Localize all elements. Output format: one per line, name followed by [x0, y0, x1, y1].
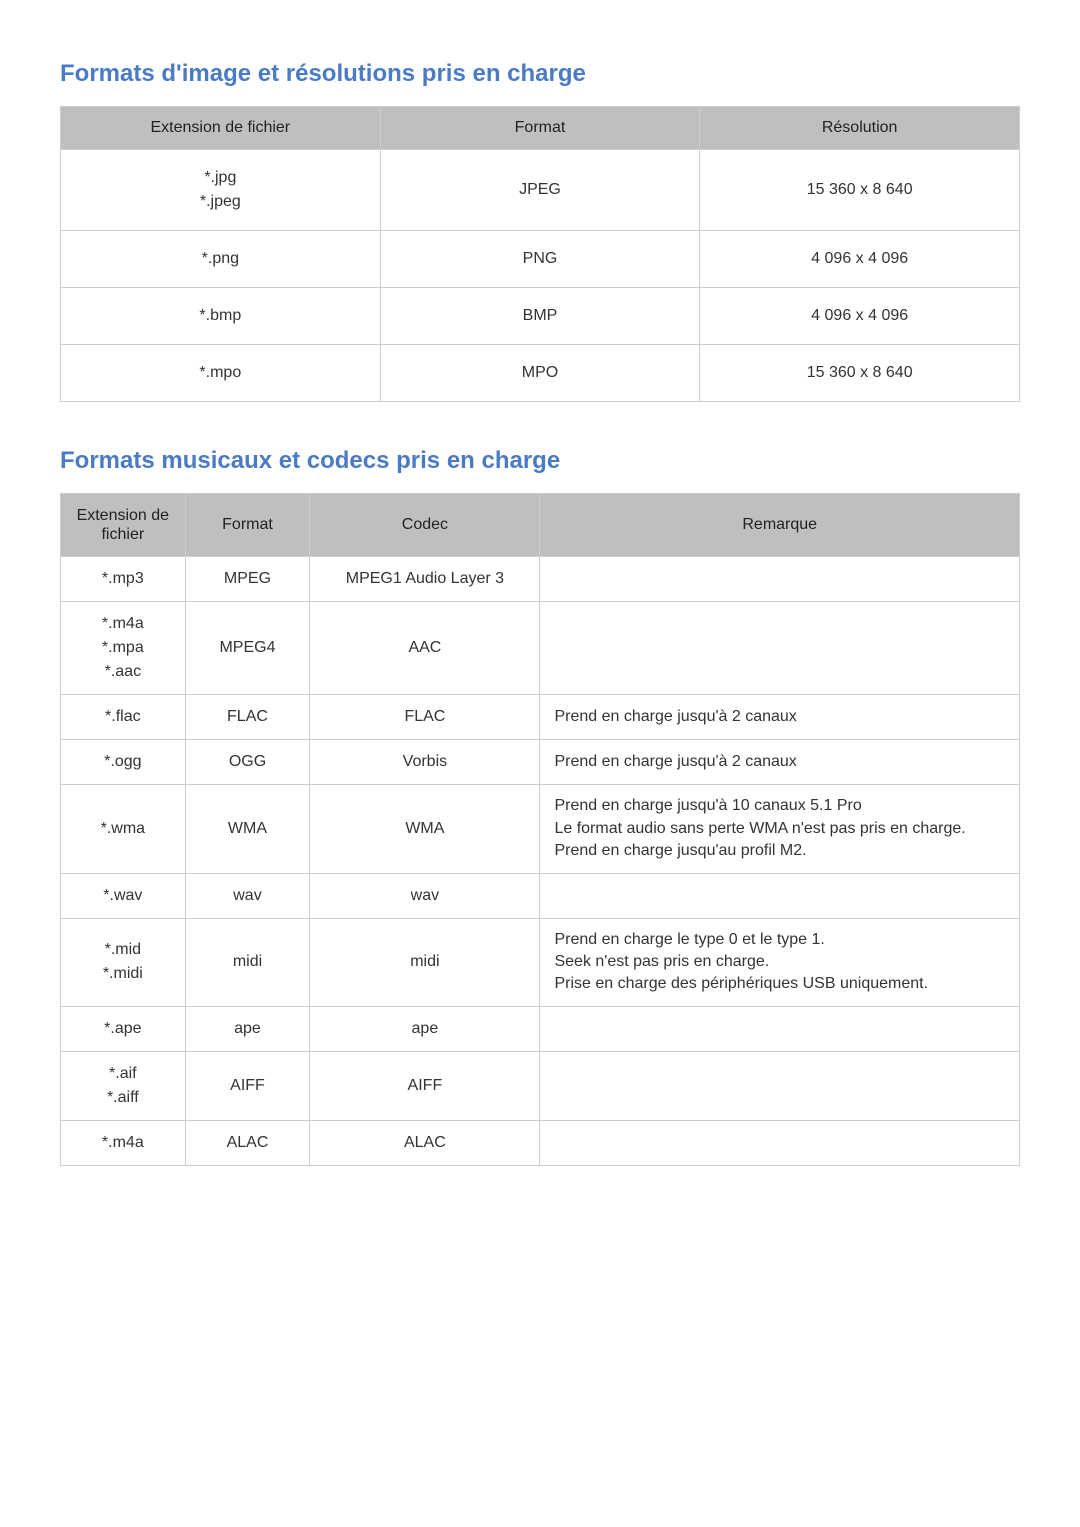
cell-codec: Vorbis: [310, 740, 540, 785]
cell-resolution: 15 360 x 8 640: [700, 150, 1020, 231]
cell-resolution: 15 360 x 8 640: [700, 345, 1020, 402]
cell-codec: AIFF: [310, 1051, 540, 1120]
cell-extension: *.wma: [61, 785, 186, 873]
cell-extension: *.flac: [61, 695, 186, 740]
cell-extension: *.wav: [61, 873, 186, 918]
cell-codec: wav: [310, 873, 540, 918]
image-table-body: *.jpg*.jpegJPEG15 360 x 8 640*.pngPNG4 0…: [61, 150, 1020, 402]
cell-remark: [540, 602, 1020, 695]
table-row: *.flacFLACFLACPrend en charge jusqu'à 2 …: [61, 695, 1020, 740]
table-header-row: Extension de fichier Format Résolution: [61, 107, 1020, 150]
cell-format: MPO: [380, 345, 700, 402]
col-header-codec: Codec: [310, 494, 540, 557]
col-header-resolution: Résolution: [700, 107, 1020, 150]
music-table-body: *.mp3MPEGMPEG1 Audio Layer 3*.m4a*.mpa*.…: [61, 557, 1020, 1165]
cell-format: AIFF: [185, 1051, 310, 1120]
cell-resolution: 4 096 x 4 096: [700, 288, 1020, 345]
music-formats-heading: Formats musicaux et codecs pris en charg…: [60, 447, 1020, 475]
table-row: *.apeapeape: [61, 1006, 1020, 1051]
cell-remark: [540, 1051, 1020, 1120]
cell-format: WMA: [185, 785, 310, 873]
image-formats-table: Extension de fichier Format Résolution *…: [60, 106, 1020, 402]
cell-extension: *.m4a*.mpa*.aac: [61, 602, 186, 695]
cell-codec: ALAC: [310, 1120, 540, 1165]
cell-codec: AAC: [310, 602, 540, 695]
cell-remark: [540, 1120, 1020, 1165]
table-row: *.mid*.midimidimidiPrend en charge le ty…: [61, 918, 1020, 1006]
table-row: *.jpg*.jpegJPEG15 360 x 8 640: [61, 150, 1020, 231]
cell-extension: *.aif*.aiff: [61, 1051, 186, 1120]
cell-format: JPEG: [380, 150, 700, 231]
cell-format: wav: [185, 873, 310, 918]
cell-extension: *.mid*.midi: [61, 918, 186, 1006]
cell-format: MPEG4: [185, 602, 310, 695]
table-header-row: Extension de fichier Format Codec Remarq…: [61, 494, 1020, 557]
music-formats-table: Extension de fichier Format Codec Remarq…: [60, 493, 1020, 1166]
col-header-format: Format: [185, 494, 310, 557]
cell-remark: Prend en charge jusqu'à 2 canaux: [540, 740, 1020, 785]
table-row: *.m4a*.mpa*.aacMPEG4AAC: [61, 602, 1020, 695]
cell-extension: *.bmp: [61, 288, 381, 345]
col-header-extension: Extension de fichier: [61, 107, 381, 150]
cell-format: ape: [185, 1006, 310, 1051]
cell-codec: midi: [310, 918, 540, 1006]
table-row: *.wmaWMAWMAPrend en charge jusqu'à 10 ca…: [61, 785, 1020, 873]
cell-codec: ape: [310, 1006, 540, 1051]
cell-extension: *.mpo: [61, 345, 381, 402]
cell-remark: [540, 557, 1020, 602]
table-row: *.bmpBMP4 096 x 4 096: [61, 288, 1020, 345]
cell-extension: *.png: [61, 231, 381, 288]
col-header-extension: Extension de fichier: [61, 494, 186, 557]
cell-resolution: 4 096 x 4 096: [700, 231, 1020, 288]
table-row: *.mpoMPO15 360 x 8 640: [61, 345, 1020, 402]
cell-format: ALAC: [185, 1120, 310, 1165]
cell-format: FLAC: [185, 695, 310, 740]
cell-format: BMP: [380, 288, 700, 345]
table-row: *.oggOGGVorbisPrend en charge jusqu'à 2 …: [61, 740, 1020, 785]
col-header-format: Format: [380, 107, 700, 150]
table-row: *.wavwavwav: [61, 873, 1020, 918]
cell-format: midi: [185, 918, 310, 1006]
table-row: *.aif*.aiffAIFFAIFF: [61, 1051, 1020, 1120]
cell-extension: *.ape: [61, 1006, 186, 1051]
cell-remark: Prend en charge le type 0 et le type 1.S…: [540, 918, 1020, 1006]
cell-extension: *.m4a: [61, 1120, 186, 1165]
cell-remark: Prend en charge jusqu'à 10 canaux 5.1 Pr…: [540, 785, 1020, 873]
table-row: *.pngPNG4 096 x 4 096: [61, 231, 1020, 288]
image-formats-heading: Formats d'image et résolutions pris en c…: [60, 60, 1020, 88]
cell-codec: FLAC: [310, 695, 540, 740]
cell-codec: MPEG1 Audio Layer 3: [310, 557, 540, 602]
cell-codec: WMA: [310, 785, 540, 873]
cell-remark: [540, 1006, 1020, 1051]
cell-extension: *.mp3: [61, 557, 186, 602]
cell-extension: *.ogg: [61, 740, 186, 785]
cell-extension: *.jpg*.jpeg: [61, 150, 381, 231]
cell-remark: [540, 873, 1020, 918]
cell-remark: Prend en charge jusqu'à 2 canaux: [540, 695, 1020, 740]
col-header-remark: Remarque: [540, 494, 1020, 557]
cell-format: MPEG: [185, 557, 310, 602]
table-row: *.m4aALACALAC: [61, 1120, 1020, 1165]
cell-format: OGG: [185, 740, 310, 785]
table-row: *.mp3MPEGMPEG1 Audio Layer 3: [61, 557, 1020, 602]
cell-format: PNG: [380, 231, 700, 288]
